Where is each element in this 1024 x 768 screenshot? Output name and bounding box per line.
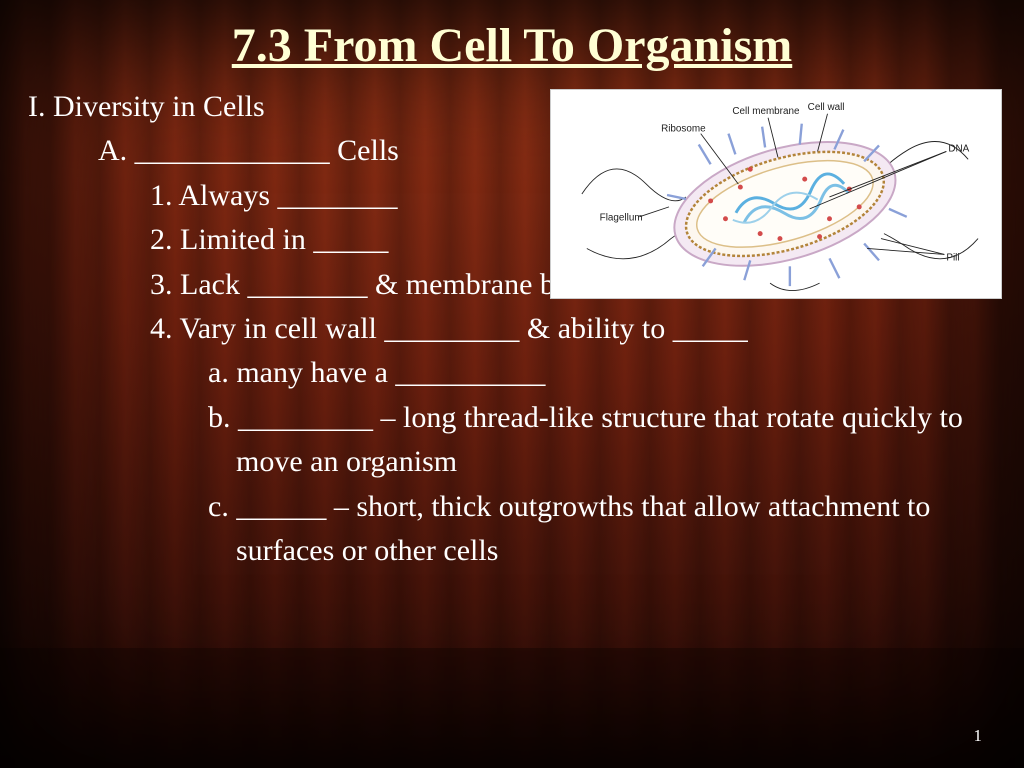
label-cell-membrane: Cell membrane [732,106,800,117]
label-flagellum: Flagellum [600,213,643,224]
outline-A4b: b. _________ – long thread-like structur… [28,396,996,485]
outline-A4: 4. Vary in cell wall _________ & ability… [150,307,996,351]
slide-title: 7.3 From Cell To Organism [28,18,996,73]
label-cell-wall: Cell wall [808,102,845,113]
bacterial-cell-diagram: Cell wall Cell membrane Ribosome Flagell… [550,89,1002,299]
label-pili: Pili [946,252,959,263]
slide-content: 7.3 From Cell To Organism [0,0,1024,768]
label-dna: DNA [948,143,969,154]
page-number: 1 [974,726,983,746]
outline-A4c: c. ______ – short, thick outgrowths that… [28,485,996,574]
label-ribosome: Ribosome [661,124,706,135]
outline-A4a: a. many have a __________ [208,351,996,395]
